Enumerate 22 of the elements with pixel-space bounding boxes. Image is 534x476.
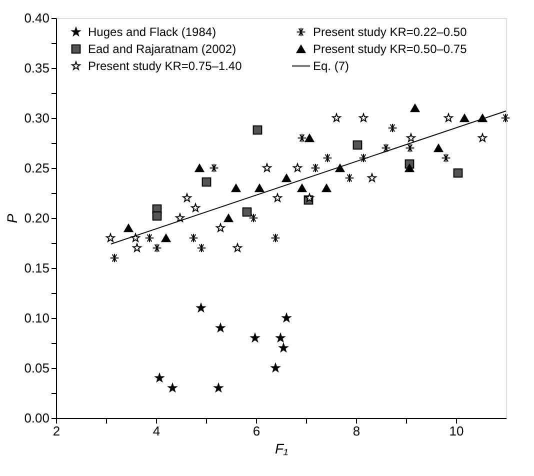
x-tick-label: 4 (152, 424, 160, 438)
y-axis-title: P (4, 213, 20, 224)
x-tick-label: 2 (52, 424, 60, 438)
y-tick-label: 0.10 (24, 310, 50, 326)
y-tick-label: 0.20 (24, 210, 50, 226)
legend-label: Present study KR=0.75–1.40 (88, 59, 242, 73)
legend-label: Huges and Flack (1984) (88, 25, 216, 39)
y-tick-label: 0.15 (24, 260, 50, 276)
legend-label: Ead and Rajaratnam (2002) (88, 42, 236, 56)
x-axis-title: F₁ (275, 440, 289, 456)
y-tick-label: 0.05 (24, 360, 50, 376)
x-tick-label: 10 (449, 424, 464, 438)
y-tick-label: 0.30 (24, 110, 50, 126)
y-tick-label: 0.25 (24, 160, 50, 176)
x-tick-label: 8 (352, 424, 360, 438)
y-tick-label: 0.00 (24, 410, 50, 426)
x-tick-label: 6 (252, 424, 260, 438)
y-tick-label: 0.35 (24, 60, 50, 76)
legend-label: Present study KR=0.22–0.50 (313, 25, 468, 39)
y-tick-label: 0.40 (24, 10, 50, 26)
legend-label: Present study KR=0.50–0.75 (313, 42, 468, 56)
legend-label: Eq. (7) (313, 59, 350, 73)
